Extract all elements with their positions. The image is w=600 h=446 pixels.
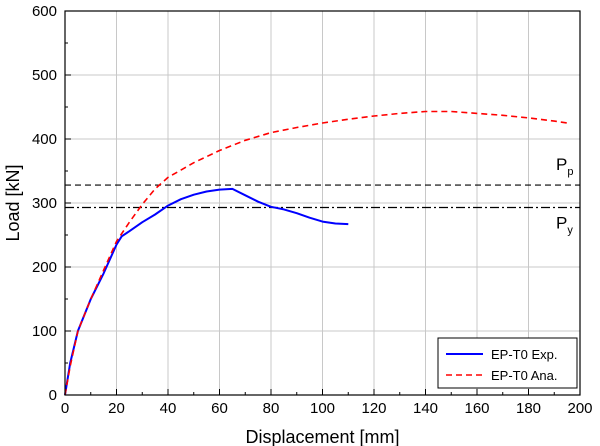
y-tick-label: 400 (32, 131, 57, 148)
legend-box (437, 337, 578, 389)
y-axis-label: Load [kN] (3, 164, 23, 241)
x-tick-label: 40 (160, 400, 177, 417)
series-line (64, 187, 349, 396)
legend-label: EP-T0 Ana. (491, 368, 557, 383)
series-line (64, 110, 568, 396)
x-tick-label: 60 (211, 400, 228, 417)
x-tick-label: 100 (310, 400, 335, 417)
y-tick-label: 500 (32, 67, 57, 84)
x-tick-label: 180 (516, 400, 541, 417)
x-tick-label: 0 (61, 400, 69, 417)
reference-label: Pp (556, 155, 573, 178)
y-tick-label: 600 (32, 3, 57, 20)
x-axis-label: Displacement [mm] (245, 427, 399, 446)
grid (65, 11, 580, 395)
y-tick-label: 200 (32, 259, 57, 276)
y-tick-label: 0 (49, 387, 57, 404)
series-group (64, 110, 568, 396)
x-tick-label: 200 (567, 400, 592, 417)
legend-label: EP-T0 Exp. (491, 347, 557, 362)
legend: EP-T0 Exp. EP-T0 Ana. (437, 337, 578, 389)
reference-label: Py (556, 213, 573, 236)
ticks: 0 20 40 60 80 100 120 140 160 180 200 0 100 200 300 400… (32, 3, 593, 417)
reference-annotations: Pp Py (556, 155, 573, 236)
reference-lines (65, 184, 580, 209)
x-tick-label: 140 (413, 400, 438, 417)
x-tick-label: 120 (361, 400, 386, 417)
y-tick-label: 300 (32, 195, 57, 212)
x-tick-label: 160 (464, 400, 489, 417)
x-tick-label: 20 (108, 400, 125, 417)
x-tick-label: 80 (263, 400, 280, 417)
y-tick-label: 100 (32, 323, 57, 340)
